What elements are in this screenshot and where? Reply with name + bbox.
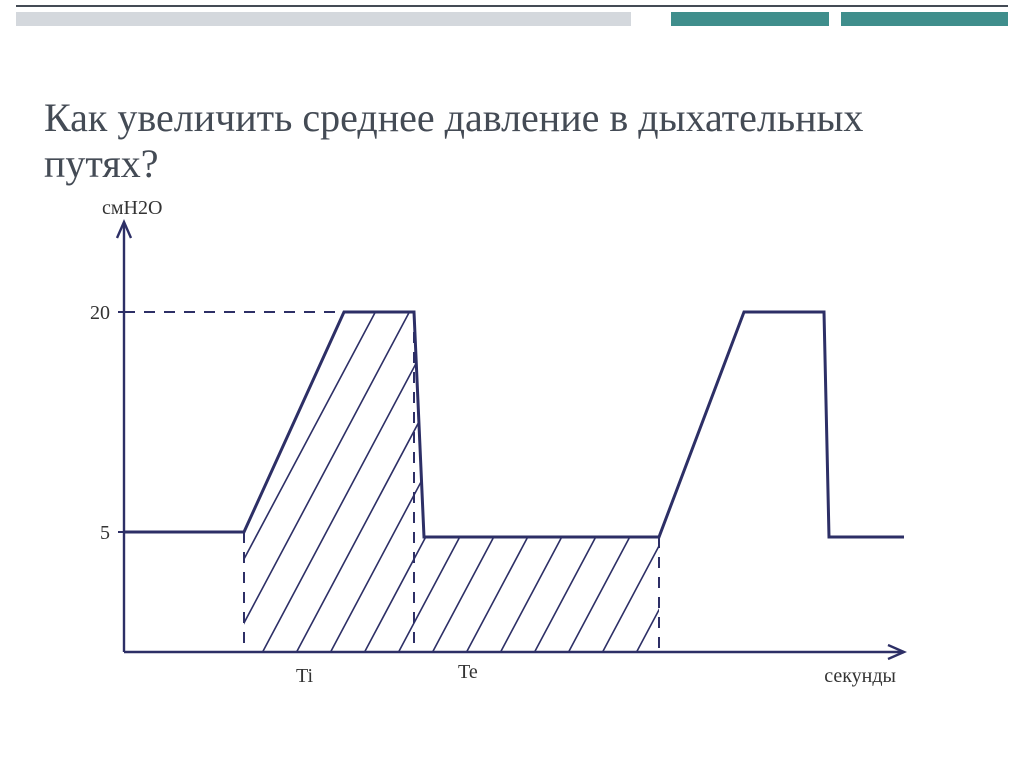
header-segment xyxy=(671,12,830,26)
header-segment xyxy=(829,12,841,26)
header-thick-line xyxy=(16,12,1008,26)
y-axis-label: смН2О xyxy=(102,197,162,219)
pressure-chart: 5 20 смН2О секунды Ti Te xyxy=(64,192,924,712)
annotation: Ti xyxy=(296,665,314,687)
header-segment xyxy=(841,12,1008,26)
x-axis-label: секунды xyxy=(824,665,896,687)
header-thin-line xyxy=(16,5,1008,7)
y-tick-label: 5 xyxy=(100,522,110,544)
chart-svg: 5 20 смН2О секунды Ti Te xyxy=(64,192,924,712)
annotation: Te xyxy=(458,661,478,683)
header-decoration xyxy=(0,0,1024,32)
slide-title: Как увеличить среднее давление в дыхател… xyxy=(44,95,980,187)
y-tick-label: 20 xyxy=(90,302,110,324)
pressure-waveform xyxy=(124,312,904,537)
header-segment xyxy=(16,12,631,26)
header-segment xyxy=(631,12,671,26)
